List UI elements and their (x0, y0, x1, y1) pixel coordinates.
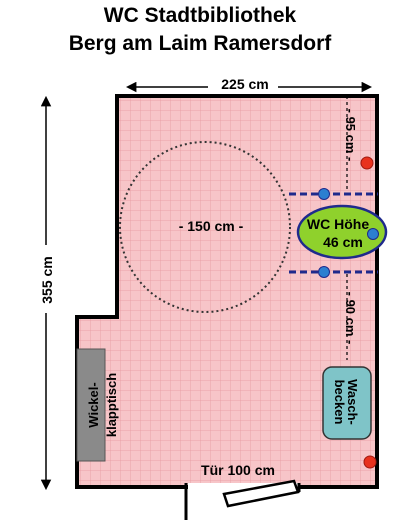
door-opening (188, 483, 300, 491)
title-line-2: Berg am Laim Ramersdorf (68, 32, 332, 55)
turning-circle-label: - 150 cm - (179, 218, 244, 234)
height-label: 355 cm (39, 256, 55, 303)
wc-toilet (296, 204, 388, 260)
grab-bar-button-bottom (318, 266, 330, 278)
grab-bar-button-top (318, 188, 330, 200)
emergency-call-top (360, 156, 374, 170)
emergency-call-bottom (363, 455, 377, 469)
title-line-1: WC Stadtbibliothek (103, 4, 297, 27)
clearance-bottom-label: - 90 cm - (343, 292, 358, 345)
sink-label-line-2: becken (332, 380, 347, 425)
changing-table-label-line-1: Wickel- (86, 382, 101, 427)
clearance-top-label: - 95 cm - (343, 109, 358, 162)
sink (322, 366, 372, 440)
changing-table (76, 348, 106, 462)
wc-height-label: WC Höhe (307, 216, 369, 232)
flush-button (367, 228, 379, 240)
door-label: Tür 100 cm (201, 462, 275, 478)
door-leaf (222, 479, 300, 508)
width-label: 225 cm (221, 76, 268, 92)
changing-table-label-line-2: klapptisch (104, 373, 119, 437)
turning-circle (119, 141, 291, 313)
wc-height-value: 46 cm (323, 234, 363, 250)
sink-label-line-1: Wasch- (345, 379, 360, 425)
